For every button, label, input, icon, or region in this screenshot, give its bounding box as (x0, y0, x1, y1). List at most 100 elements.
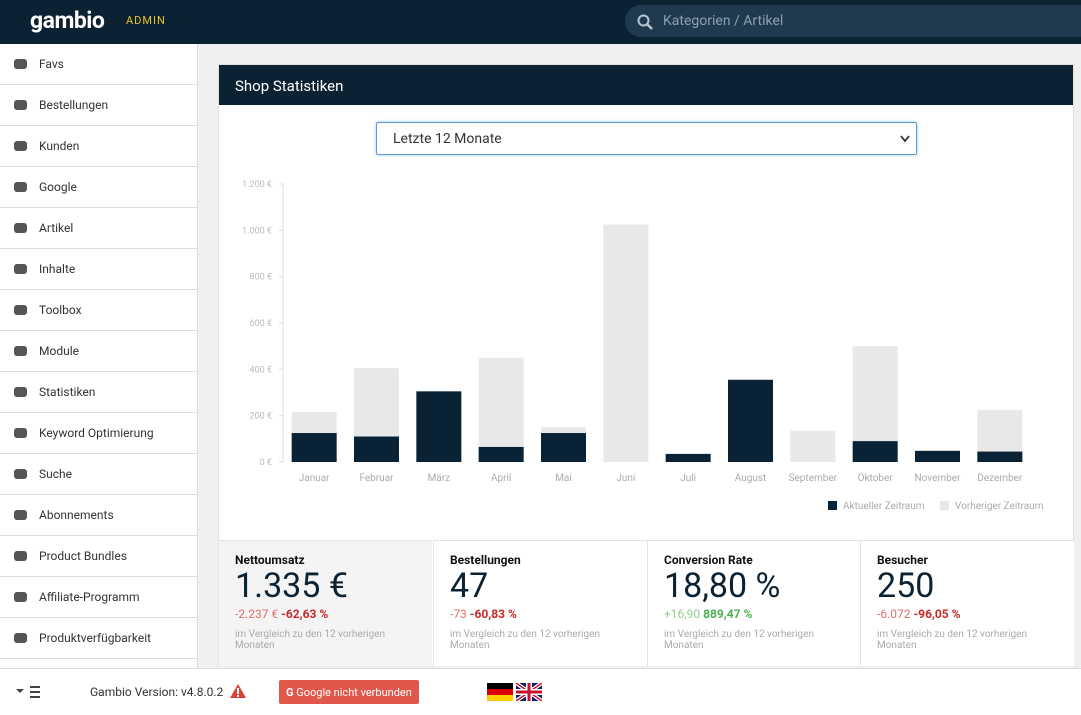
stat-title: Besucher (877, 553, 928, 567)
google-button-text: Google nicht verbunden (296, 686, 412, 699)
sidebar-icon (14, 346, 27, 356)
sidebar-item[interactable]: Affiliate-Programm (0, 577, 197, 618)
stat-note: im Vergleich zu den 12 vorherigen Monate… (235, 629, 385, 651)
stat-change-pct: 889,47 % (703, 607, 753, 621)
sidebar-label: Kunden (39, 139, 80, 153)
sidebar-item[interactable]: Keyword Optimierung (0, 413, 197, 454)
stat-change: +16,90 889,47 % (664, 607, 861, 621)
icon-shape (14, 346, 27, 356)
bar (603, 224, 649, 462)
bar (478, 357, 524, 462)
stat-value: 47 (450, 566, 489, 606)
sidebar-label: Inhalte (39, 262, 76, 276)
sidebar-item[interactable]: Suche (0, 454, 197, 495)
icon-shape (14, 305, 27, 315)
x-tick-label: November (915, 473, 962, 484)
logo[interactable]: gambio (30, 7, 105, 34)
stat-change: -2.237 € -62,63 % (235, 607, 432, 621)
sidebar-item[interactable]: Product Bundles (0, 536, 197, 577)
stat-value: 250 (877, 566, 935, 606)
top-bar: gambio ADMIN Kategorien / Artikel (0, 0, 1081, 44)
y-tick-label: 400 € (250, 365, 272, 375)
sidebar-label: Bestellungen (39, 98, 109, 112)
stat-box: Nettoumsatz 1.335 € -2.237 € -62,63 % im Ve… (218, 540, 432, 666)
x-tick-label: Januar (299, 473, 330, 484)
icon-shape (14, 141, 27, 151)
panel-title: Shop Statistiken (219, 65, 1073, 105)
sidebar-icon (14, 264, 27, 274)
bar (416, 391, 462, 462)
sidebar-item[interactable]: Kunden (0, 126, 197, 167)
sidebar-icon (14, 59, 27, 69)
y-tick-label: 1.000 € (242, 226, 272, 236)
sidebar-label: Google (39, 180, 77, 194)
period-select[interactable]: Letzte 12 Monate (376, 122, 917, 155)
bar (915, 450, 960, 462)
sidebar-icon (14, 182, 27, 192)
bar (977, 451, 1023, 462)
x-tick-label: Oktober (858, 473, 894, 484)
y-tick-label: 600 € (250, 319, 272, 329)
x-tick-label: August (735, 473, 767, 484)
sidebar-item[interactable]: Google (0, 167, 197, 208)
sidebar-label: Abonnements (39, 508, 114, 522)
bar (478, 446, 524, 462)
icon-shape (14, 182, 27, 192)
sidebar-icon (14, 510, 27, 520)
icon-shape (14, 387, 27, 397)
x-tick-label: Februar (359, 473, 394, 484)
sidebar-item[interactable]: Favs (0, 44, 197, 85)
stat-value: 18,80 % (664, 566, 781, 606)
x-tick-label: September (789, 473, 838, 484)
sidebar-label: Suche (39, 467, 72, 481)
sidebar-label: Product Bundles (39, 549, 127, 563)
sidebar-item[interactable]: Statistiken (0, 372, 197, 413)
select-value: Letzte 12 Monate (393, 131, 502, 147)
stat-change-pct: -60,83 % (469, 607, 517, 621)
sidebar-icon (14, 387, 27, 397)
bar (541, 433, 586, 462)
x-tick-label: Juli (680, 473, 696, 484)
menu-toggle[interactable] (14, 682, 54, 702)
sidebar-icon (14, 592, 27, 602)
stat-note: im Vergleich zu den 12 vorherigen Monate… (877, 629, 1027, 651)
sidebar-item[interactable]: Inhalte (0, 249, 197, 290)
sidebar-item[interactable]: Bestellungen (0, 85, 197, 126)
stat-note: im Vergleich zu den 12 vorherigen Monate… (450, 629, 600, 651)
select-arrow (900, 135, 910, 143)
flag-uk[interactable] (516, 683, 542, 701)
sidebar-label: Keyword Optimierung (39, 426, 154, 440)
sidebar-item[interactable]: Produktverfügbarkeit (0, 618, 197, 659)
sidebar-icon (14, 223, 27, 233)
stat-box: Conversion Rate 18,80 % +16,90 889,47 % im … (647, 540, 861, 666)
stat-change-abs: -2.237 € (235, 607, 279, 621)
sidebar-label: Artikel (39, 221, 74, 235)
bar (852, 441, 898, 462)
icon-shape (14, 59, 27, 69)
stat-change-abs: +16,90 (664, 607, 701, 621)
chart: 0 € 200 € 400 € 600 € 800 € 1.000 € 1.200 € Jan… (242, 180, 1044, 512)
google-button[interactable]: G Google nicht verbunden (279, 680, 419, 704)
sidebar-icon (14, 428, 27, 438)
bar (728, 379, 773, 462)
sidebar-icon (14, 141, 27, 151)
y-tick-label: 800 € (250, 273, 272, 283)
sidebar-icon (14, 633, 27, 643)
y-tick-label: 200 € (250, 412, 272, 422)
y-tick-label: 0 € (260, 458, 272, 468)
x-tick-label: März (428, 473, 451, 484)
sidebar: Favs Bestellungen Kunden Google Artikel Inhal… (0, 44, 198, 668)
sidebar-item[interactable]: Module (0, 331, 197, 372)
warning-icon (230, 684, 246, 698)
sidebar-label: Statistiken (39, 385, 96, 399)
flag-de[interactable] (487, 683, 513, 701)
sidebar-item[interactable]: Artikel (0, 208, 197, 249)
search-box[interactable]: Kategorien / Artikel (625, 5, 1081, 37)
sidebar-item[interactable]: Toolbox (0, 290, 197, 331)
stat-value: 1.335 € (235, 566, 348, 606)
x-tick-label: Juni (616, 473, 635, 484)
sidebar-label: Produktverfügbarkeit (39, 631, 152, 645)
legend-swatch (940, 501, 949, 510)
sidebar-item[interactable]: Abonnements (0, 495, 197, 536)
